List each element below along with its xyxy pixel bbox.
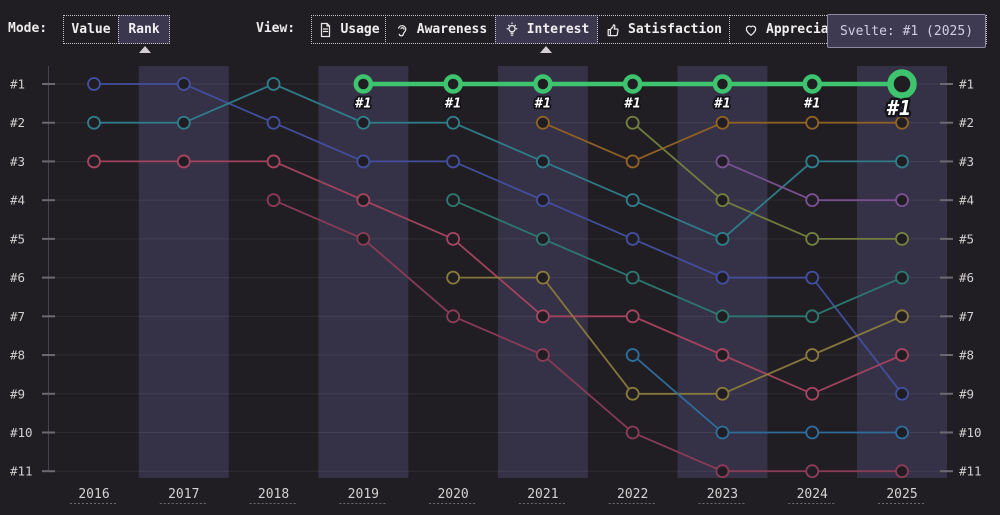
mode-selected-caret [139, 46, 151, 53]
view-label: View: [256, 21, 296, 36]
svg-text:2023: 2023 [707, 487, 738, 502]
svg-text:#1: #1 [713, 96, 730, 112]
svg-text:#8: #8 [959, 348, 974, 363]
tab-awareness-label: Awareness [416, 22, 488, 37]
svg-text:2025: 2025 [886, 487, 917, 502]
svg-text:2024: 2024 [797, 487, 828, 502]
svg-text:2021: 2021 [527, 487, 558, 502]
svg-text:#9: #9 [10, 386, 25, 401]
mode-value-button[interactable]: Value [63, 15, 119, 44]
hover-tooltip: Svelte: #1 (2025) [827, 14, 986, 48]
svg-text:#1: #1 [10, 77, 25, 92]
svg-text:#3: #3 [10, 154, 25, 169]
svg-text:#5: #5 [959, 231, 974, 246]
thumbs-up-icon [607, 23, 619, 36]
svg-text:#10: #10 [10, 425, 33, 440]
svg-text:2020: 2020 [437, 487, 468, 502]
svg-text:#10: #10 [959, 425, 982, 440]
svg-text:#7: #7 [10, 309, 25, 324]
document-icon [321, 22, 331, 37]
svg-text:#2: #2 [10, 115, 25, 130]
svg-text:#4: #4 [10, 193, 25, 208]
mode-toggle: Value Rank [63, 15, 170, 44]
svg-text:#1: #1 [803, 96, 820, 112]
heart-icon [745, 25, 757, 36]
svg-text:#6: #6 [10, 270, 25, 285]
tab-satisfaction[interactable]: Satisfaction [597, 15, 730, 44]
svg-text:#3: #3 [959, 154, 974, 169]
svg-text:2019: 2019 [348, 487, 379, 502]
svg-text:2018: 2018 [258, 487, 289, 502]
svg-text:#1: #1 [354, 96, 371, 112]
svg-text:#11: #11 [10, 464, 33, 479]
svg-text:2016: 2016 [78, 487, 109, 502]
svg-text:#7: #7 [959, 309, 974, 324]
mode-rank-button[interactable]: Rank [118, 15, 170, 44]
svg-text:#2: #2 [959, 115, 974, 130]
tab-interest-label: Interest [526, 22, 590, 37]
tab-usage-label: Usage [340, 22, 380, 37]
svg-text:2022: 2022 [617, 487, 648, 502]
svg-text:#1: #1 [886, 96, 911, 120]
svg-text:#1: #1 [444, 96, 461, 112]
svg-text:#6: #6 [959, 270, 974, 285]
svg-text:#11: #11 [959, 464, 982, 479]
svg-text:#5: #5 [10, 231, 25, 246]
svg-text:#8: #8 [10, 348, 25, 363]
tooltip-text: Svelte: #1 (2025) [839, 23, 974, 39]
svg-text:#4: #4 [959, 193, 974, 208]
ear-icon [397, 24, 407, 36]
svg-text:#1: #1 [534, 96, 551, 112]
view-selected-caret [540, 46, 552, 53]
tab-usage[interactable]: Usage [311, 15, 386, 44]
tab-interest[interactable]: Interest [495, 15, 598, 44]
svg-text:2017: 2017 [168, 487, 199, 502]
tab-satisfaction-label: Satisfaction [628, 22, 722, 37]
lightbulb-icon [506, 21, 518, 36]
tab-awareness[interactable]: Awareness [385, 15, 496, 44]
svg-text:#9: #9 [959, 386, 974, 401]
svg-text:#1: #1 [624, 96, 641, 112]
svg-text:#1: #1 [959, 77, 974, 92]
mode-label: Mode: [8, 21, 48, 36]
